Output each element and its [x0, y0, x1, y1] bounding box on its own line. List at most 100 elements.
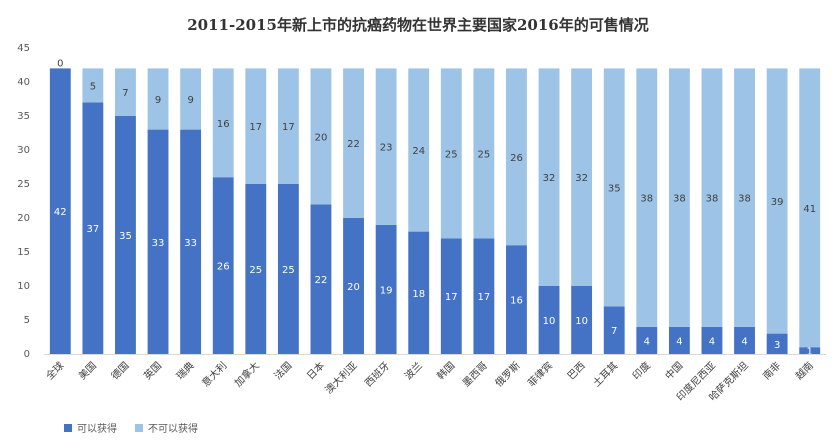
bar-available [799, 347, 821, 354]
x-category-label: 波兰 [401, 359, 424, 382]
data-label-unavailable: 7 [122, 88, 128, 99]
x-category-label: 巴西 [565, 360, 588, 383]
bar-available [343, 218, 364, 354]
x-category-label: 菲律宾 [525, 359, 555, 389]
y-axis: 0 5 10 15 20 25 30 35 40 45 [17, 43, 30, 360]
data-label-available: 1 [807, 347, 813, 358]
y-tick-label: 20 [17, 213, 30, 224]
y-tick-label: 10 [17, 281, 30, 292]
data-label-available: 35 [119, 231, 132, 242]
x-category-label: 瑞典 [173, 359, 196, 382]
bar-unavailable [440, 68, 462, 239]
data-label-unavailable: 38 [706, 194, 719, 205]
x-category-label: 印度 [630, 359, 653, 382]
bar-available [245, 184, 267, 354]
y-tick-label: 45 [17, 43, 30, 54]
bar-available [636, 326, 658, 354]
bar-unavailable [180, 68, 202, 130]
data-label-available: 33 [184, 238, 197, 249]
data-label-unavailable: 32 [543, 173, 556, 184]
data-label-available: 17 [445, 292, 458, 303]
data-label-unavailable: 32 [575, 173, 588, 184]
data-label-available: 26 [217, 262, 230, 273]
legend-label-unavailable: 不可以获得 [148, 424, 198, 435]
x-category-label: 英国 [141, 359, 164, 382]
data-label-unavailable: 23 [380, 143, 393, 154]
bar-unavailable [375, 68, 397, 225]
bar-available [310, 204, 332, 354]
data-label-available: 10 [543, 316, 556, 327]
bar-unavailable [82, 68, 104, 103]
y-tick-label: 30 [17, 145, 30, 156]
bar-available [212, 177, 234, 354]
data-label-unavailable: 17 [249, 122, 262, 133]
bar-unavailable [538, 68, 560, 287]
x-category-label: 澳大利亚 [322, 359, 359, 396]
bar-unavailable [636, 68, 658, 327]
bar-unavailable [473, 68, 495, 239]
x-category-label: 中国 [662, 359, 685, 382]
x-category-label: 西班牙 [363, 360, 393, 390]
bar-available [473, 238, 495, 354]
x-category-label: 南非 [760, 359, 783, 382]
legend-swatch-unavailable [135, 423, 143, 432]
bar-unavailable [603, 68, 625, 307]
bar-unavailable [506, 68, 527, 246]
bar-available [538, 286, 560, 354]
x-category-label: 墨西哥 [460, 360, 490, 390]
data-label-unavailable: 24 [412, 146, 425, 157]
bar-unavailable [245, 68, 267, 184]
bar-unavailable [212, 68, 234, 178]
bar-unavailable [668, 68, 690, 327]
bar-unavailable [277, 68, 299, 184]
bar-available [147, 129, 169, 354]
data-label-available: 22 [315, 275, 328, 286]
data-label-unavailable: 20 [315, 132, 328, 143]
data-label-unavailable: 35 [608, 183, 621, 194]
bar-unavailable [147, 68, 169, 130]
data-label-available: 3 [774, 340, 780, 351]
data-label-unavailable: 25 [478, 149, 491, 160]
bars: 4203753573393392616251725172220202219231… [49, 58, 821, 358]
data-label-available: 4 [741, 336, 747, 347]
x-category-label: 美国 [76, 359, 99, 382]
bar-unavailable [115, 68, 136, 116]
legend-label-available: 可以获得 [77, 424, 117, 435]
x-category-label: 德国 [108, 359, 131, 382]
data-label-available: 4 [709, 336, 715, 347]
x-category-label: 越南 [792, 359, 815, 382]
data-label-unavailable: 5 [90, 81, 96, 92]
data-label-available: 25 [282, 265, 295, 276]
bar-available [440, 238, 462, 354]
bar-available [603, 306, 625, 354]
bar-unavailable [310, 68, 332, 205]
x-category-label: 土耳其 [590, 359, 620, 389]
data-label-unavailable: 38 [640, 194, 653, 205]
data-label-unavailable: 9 [187, 95, 193, 106]
y-tick-label: 0 [24, 349, 30, 360]
data-label-unavailable: 9 [155, 95, 161, 106]
y-tick-label: 35 [17, 111, 30, 122]
legend-swatch-available [64, 423, 72, 432]
y-tick-label: 15 [17, 247, 30, 258]
data-label-available: 25 [249, 265, 262, 276]
data-label-unavailable: 16 [217, 119, 230, 130]
data-label-available: 33 [152, 238, 165, 249]
data-label-available: 19 [380, 285, 393, 296]
data-label-available: 20 [347, 282, 360, 293]
bar-available [180, 129, 202, 354]
data-label-unavailable: 41 [803, 204, 816, 215]
bar-unavailable [408, 68, 430, 232]
bar-available [701, 326, 723, 354]
bar-available [82, 102, 104, 355]
y-tick-label: 5 [24, 315, 30, 326]
data-label-unavailable: 17 [282, 122, 295, 133]
bar-available [49, 68, 71, 355]
bar-available [506, 245, 527, 354]
bar-unavailable [571, 68, 593, 287]
x-category-label: 加拿大 [232, 359, 262, 389]
x-category-label: 法国 [271, 359, 294, 382]
x-category-label: 日本 [304, 359, 327, 382]
bar-available [277, 184, 299, 354]
